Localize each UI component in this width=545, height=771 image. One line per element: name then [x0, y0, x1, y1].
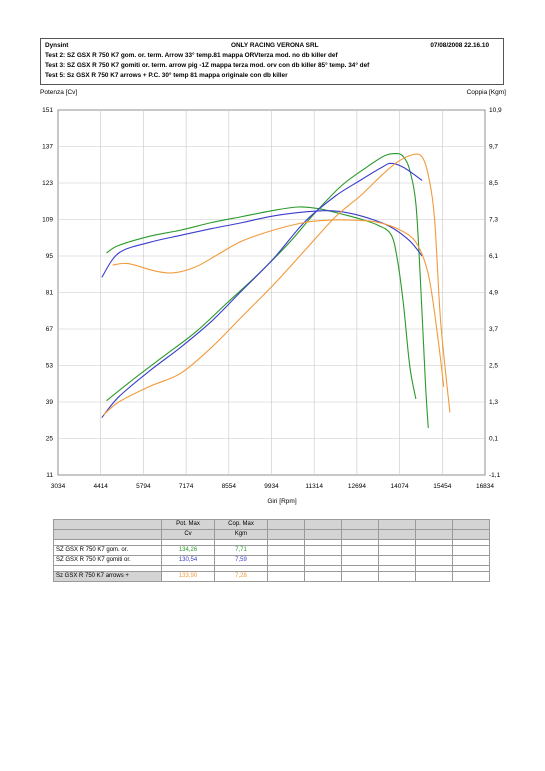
- row-pot: 133,90: [161, 571, 215, 582]
- test3-description: Test 3: SZ GSX R 750 K7 gomiti or. term.…: [45, 62, 370, 69]
- row-cop: 7,28: [214, 571, 268, 582]
- x-tick-label: 15454: [433, 483, 451, 490]
- unit-cop: Kgm: [214, 529, 268, 540]
- results-table: Pot. Max Cop. Max Cv Kgm SZ GSX R 750 K7…: [53, 519, 490, 582]
- power-curve-series-2: [103, 153, 451, 416]
- y-left-tick-label: 81: [46, 290, 54, 297]
- row-name: SZ GSX R 750 K7 gomiti or.: [53, 555, 162, 566]
- y-right-tick-label: 2,5: [489, 363, 498, 370]
- y-left-tick-label: 67: [46, 326, 54, 333]
- y-right-tick-label: 10,9: [489, 107, 502, 114]
- y-left-tick-label: 137: [42, 144, 53, 151]
- col-cop-max: Cop. Max: [214, 519, 268, 530]
- unit-pot: Cv: [161, 529, 215, 540]
- table-header-row: Pot. Max Cop. Max: [53, 519, 490, 530]
- x-tick-label: 16834: [476, 483, 494, 490]
- y-left-tick-label: 11: [46, 472, 53, 479]
- test-header-box: Dynsint ONLY RACING VERONA SRL 07/08/200…: [40, 38, 504, 85]
- y-left-tick-label: 95: [46, 253, 54, 260]
- y-right-tick-label: 7,3: [489, 217, 498, 224]
- center-title: ONLY RACING VERONA SRL: [231, 42, 319, 49]
- y-axis-left-label: Potenza [Cv]: [40, 89, 77, 96]
- x-tick-label: 3034: [51, 483, 66, 490]
- y-right-tick-label: 3,7: [489, 326, 498, 333]
- x-tick-label: 12694: [348, 483, 366, 490]
- test5-description: Test 5: Sz GSX R 750 K7 arrows + P.C. 30…: [45, 72, 288, 79]
- row-name: Sz GSX R 750 K7 arrows +: [53, 571, 162, 582]
- table-row: SZ GSX R 750 K7 gomiti or. 130,54 7,59: [53, 555, 490, 566]
- y-right-tick-label: 9,7: [489, 144, 498, 151]
- x-tick-label: 14074: [391, 483, 409, 490]
- y-right-tick-label: 0,1: [489, 436, 498, 443]
- x-tick-label: 8554: [222, 483, 237, 490]
- y-right-tick-label: 1,3: [489, 399, 498, 406]
- table-row: Sz GSX R 750 K7 arrows + 133,90 7,28: [53, 571, 490, 582]
- row-name: SZ GSX R 750 K7 gom. or.: [53, 545, 162, 556]
- test2-description: Test 2: SZ GSX R 750 K7 gom. or. term. A…: [45, 52, 338, 59]
- y-right-tick-label: 6,1: [489, 253, 498, 260]
- y-left-tick-label: 53: [46, 363, 54, 370]
- y-left-tick-label: 151: [42, 107, 53, 114]
- y-left-tick-label: 25: [46, 436, 54, 443]
- y-right-tick-label: 4,9: [489, 290, 498, 297]
- row-cop: 7,59: [214, 555, 268, 566]
- x-tick-label: 9934: [264, 483, 279, 490]
- row-pot: 130,54: [161, 555, 215, 566]
- table-units-row: Cv Kgm: [53, 529, 490, 540]
- row-pot: 134,26: [161, 545, 215, 556]
- y-left-tick-label: 109: [42, 217, 53, 224]
- y-right-tick-label: 8,5: [489, 180, 498, 187]
- x-tick-label: 5794: [136, 483, 151, 490]
- power-curve-series-1: [101, 162, 423, 418]
- y-axis-right-label: Coppia [Kgm]: [467, 89, 507, 96]
- power-curve-series-0: [106, 152, 429, 429]
- x-axis-label: Giri [Rpm]: [267, 498, 296, 505]
- test-datetime: 07/08/2008 22.16.10: [430, 42, 489, 49]
- torque-curve-series-2: [112, 219, 445, 387]
- y-left-tick-label: 123: [42, 180, 53, 187]
- y-left-tick-label: 39: [46, 399, 54, 406]
- company-name: Dynsint: [45, 42, 69, 49]
- torque-curve-series-0: [106, 206, 417, 400]
- x-tick-label: 11314: [305, 483, 323, 490]
- x-tick-label: 4414: [93, 483, 108, 490]
- y-right-tick-label: -1,1: [489, 472, 501, 479]
- table-row: SZ GSX R 750 K7 gom. or. 134,26 7,71: [53, 545, 490, 556]
- dyno-chart: Potenza [Cv] Coppia [Kgm] Giri [Rpm] 11 -…: [40, 89, 507, 505]
- col-pot-max: Pot. Max: [161, 519, 215, 530]
- row-cop: 7,71: [214, 545, 268, 556]
- torque-curve-series-1: [101, 210, 423, 278]
- x-tick-label: 7174: [179, 483, 194, 490]
